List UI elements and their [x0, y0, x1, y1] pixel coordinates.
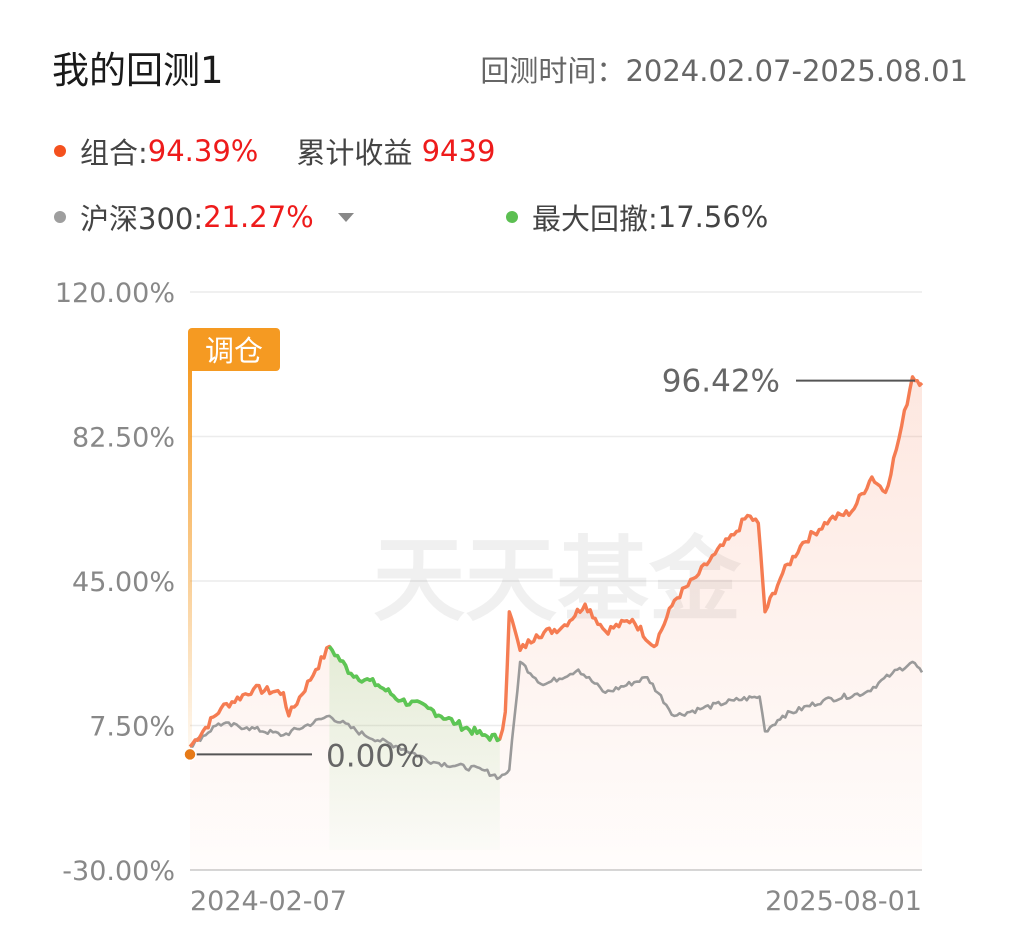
drawdown-label: 最大回撤: — [532, 202, 658, 236]
rebalance-badge-label: 调仓 — [205, 334, 263, 368]
cumulative-label: 累计收益 — [296, 136, 413, 170]
portfolio-line — [188, 375, 924, 748]
legend-drawdown-row: 最大回撤: 17.56% — [506, 196, 768, 238]
y-tick-label: -30.00% — [62, 856, 175, 887]
rebalance-badge[interactable]: 调仓 — [188, 328, 280, 371]
portfolio-dot-icon — [54, 145, 66, 157]
drawdown-value: 17.56% — [657, 200, 769, 234]
y-tick-label: 45.00% — [72, 567, 175, 598]
drawdown-line — [327, 645, 501, 743]
start-value-label: 0.00% — [326, 738, 424, 774]
benchmark-dot-icon — [54, 211, 66, 223]
drawdown-dot-icon — [506, 211, 518, 223]
start-point-marker — [183, 747, 197, 762]
cumulative-value: 9439 — [421, 134, 496, 168]
drawdown-area — [329, 646, 500, 850]
x-tick-label: 2024-02-07 — [190, 886, 347, 917]
backtest-period: 回测时间：2024.02.07-2025.08.01 — [480, 48, 968, 90]
end-value-label: 96.42% — [662, 364, 780, 400]
y-tick-label: 82.50% — [72, 423, 175, 454]
caret-down-icon[interactable] — [337, 212, 354, 222]
portfolio-value: 94.39% — [147, 134, 259, 168]
period-label: 回测时间： — [480, 54, 626, 88]
rebalance-marker-line — [188, 360, 192, 755]
legend-benchmark-selector[interactable]: 沪深300: 21.27% — [54, 196, 354, 238]
y-tick-label: 7.50% — [89, 712, 175, 743]
benchmark-line — [189, 660, 924, 781]
page-title: 我的回测1 — [52, 49, 224, 92]
benchmark-label: 沪深300: — [80, 202, 204, 236]
benchmark-value: 21.27% — [203, 200, 314, 234]
x-tick-label: 2025-08-01 — [765, 886, 922, 917]
period-value: 2024.02.07-2025.08.01 — [625, 54, 968, 88]
rebalance-badge-bg — [188, 328, 280, 371]
legend-portfolio-row: 组合: 94.39% 累计收益 9439 — [54, 130, 495, 172]
y-tick-label: 120.00% — [55, 278, 175, 309]
portfolio-label: 组合: — [80, 136, 148, 170]
